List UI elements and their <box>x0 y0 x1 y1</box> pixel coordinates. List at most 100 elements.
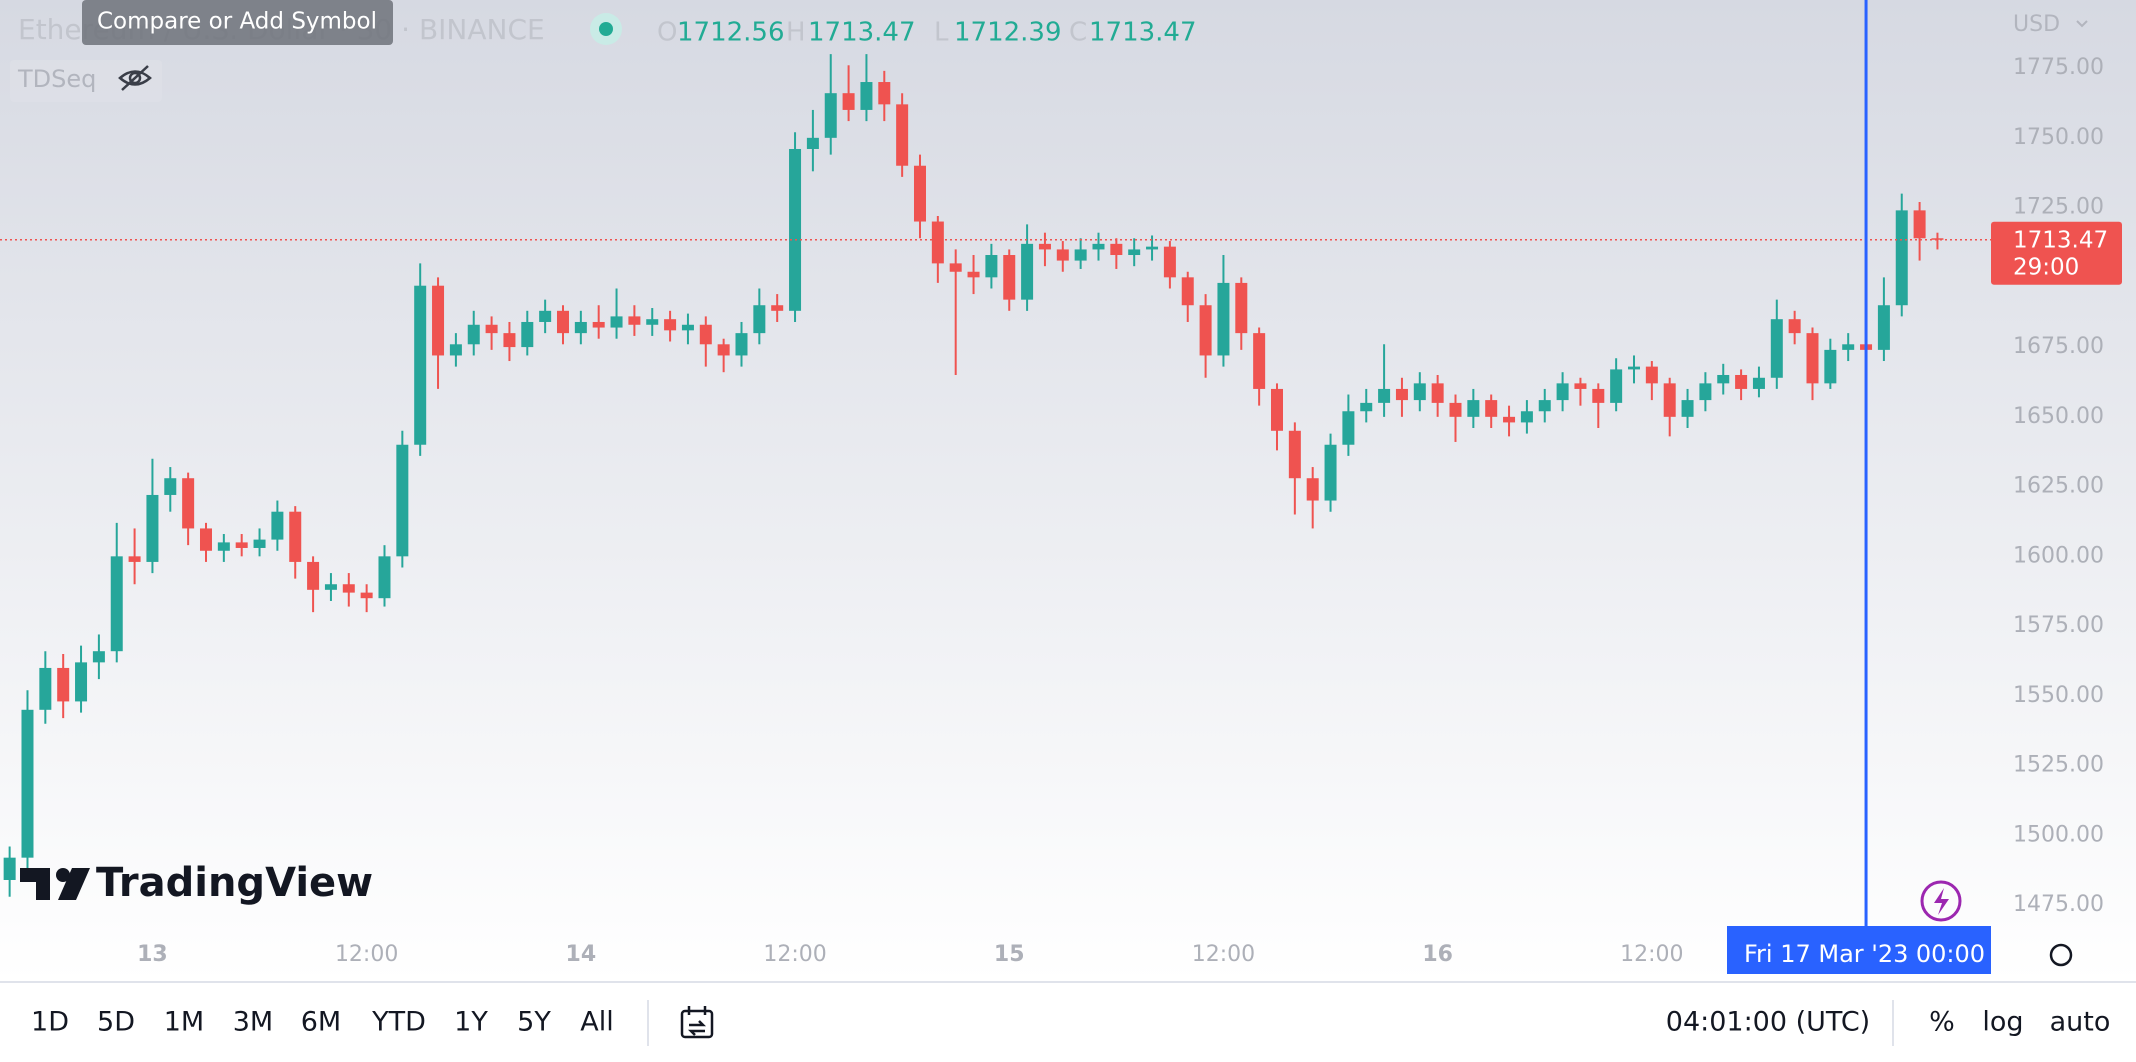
candle-body <box>1056 249 1069 261</box>
candle-body <box>110 556 123 652</box>
candle-body <box>681 324 694 331</box>
crosshair-date: Fri 17 Mar '23 <box>1744 940 1908 968</box>
candle-body <box>717 344 730 356</box>
candle-body <box>931 221 944 264</box>
candle-body <box>1877 305 1890 350</box>
candle-body <box>1824 349 1837 384</box>
ohlc-value: 1713.47 <box>808 18 916 48</box>
x-tick-label: 13 <box>137 942 168 967</box>
candle-body <box>1128 249 1141 256</box>
candle-body <box>1003 255 1016 300</box>
range-button[interactable]: 6M <box>301 1007 341 1038</box>
scale-button[interactable]: log <box>1982 1007 2023 1038</box>
range-button[interactable]: 5D <box>97 1007 135 1038</box>
range-button[interactable]: 5Y <box>517 1007 551 1038</box>
y-tick-label: 1750.00 <box>2013 125 2104 150</box>
candle-body <box>771 305 784 311</box>
candle-body <box>1503 416 1516 423</box>
candle-body <box>806 137 819 149</box>
candle-body <box>1092 243 1105 250</box>
range-button[interactable]: 1D <box>31 1007 69 1038</box>
candle-body <box>574 321 587 334</box>
toolbar <box>0 982 2136 1062</box>
candle-body <box>1752 377 1765 389</box>
x-tick-label: 16 <box>1422 942 1453 967</box>
lightning-icon <box>1934 888 1949 915</box>
candle-body <box>539 310 552 322</box>
candle-body <box>1788 319 1801 334</box>
range-button[interactable]: All <box>580 1007 613 1038</box>
candle-body <box>1520 411 1533 423</box>
last-price-label: 1713.47 <box>2013 227 2108 253</box>
toolbar-buttons: 1D 5D 1M 3M 6M YTD 1Y 5Y All% log auto <box>31 1007 2110 1038</box>
clock[interactable]: 04:01:00 (UTC) <box>1666 1007 1870 1038</box>
y-tick-label: 1575.00 <box>2013 613 2104 638</box>
candle-body <box>57 667 70 702</box>
candle-body <box>1574 383 1587 389</box>
candle-body <box>1235 282 1248 334</box>
scale-button[interactable]: auto <box>2050 1007 2111 1038</box>
candle-body <box>1770 319 1783 378</box>
candle-body <box>1592 388 1605 403</box>
chart-background <box>0 0 2136 982</box>
x-tick-label: 12:00 <box>763 942 826 967</box>
candle-body <box>1288 430 1301 479</box>
candle-body <box>860 82 873 110</box>
settings-icon[interactable] <box>2049 943 2073 967</box>
candle-body <box>164 478 177 495</box>
candle-body <box>1038 243 1051 250</box>
lightning-button[interactable] <box>1920 880 1962 922</box>
currency[interactable]: USD <box>2013 12 2060 37</box>
candle-body <box>1931 238 1944 240</box>
range-button[interactable]: 3M <box>233 1007 273 1038</box>
indicator-box <box>10 60 162 102</box>
candle-body <box>967 271 980 278</box>
indicator-name[interactable]: TDSeq <box>17 65 96 93</box>
candle-body <box>271 511 284 540</box>
y-tick-label: 1550.00 <box>2013 683 2104 708</box>
candle-body <box>1913 210 1926 239</box>
y-tick-label: 1775.00 <box>2013 55 2104 80</box>
candle-body <box>1681 400 1694 417</box>
candle-body <box>699 324 712 345</box>
candle-body <box>253 539 266 548</box>
candle-body <box>324 584 337 590</box>
candle-body <box>146 494 159 562</box>
candle-body <box>1538 400 1551 412</box>
candle-body <box>3 857 16 880</box>
tooltip <box>82 0 393 45</box>
x-tick-label: 15 <box>994 942 1025 967</box>
candle-body <box>1895 210 1908 306</box>
candle-body <box>1199 305 1212 356</box>
y-tick-label: 1625.00 <box>2013 474 2104 499</box>
goto-date-icon[interactable] <box>680 1006 714 1039</box>
candle-body <box>1021 243 1034 300</box>
candle-body <box>467 324 480 345</box>
candle-body <box>1431 383 1444 403</box>
candle-body <box>396 444 409 557</box>
ohlc-value: 1713.47 <box>1089 18 1197 48</box>
plot <box>0 0 1991 933</box>
ohlc-legend: O 1712.56 H 1713.47 L 1712.39 C 1713.47 <box>657 18 1197 48</box>
scale-button[interactable]: % <box>1929 1007 1955 1038</box>
candle-body <box>1627 366 1640 370</box>
ohlc-value: 1712.56 <box>677 18 785 48</box>
candle-body <box>1181 277 1194 306</box>
candle-body <box>1146 246 1159 250</box>
y-tick-label: 1500.00 <box>2013 822 2104 847</box>
ohlc-letter: C <box>1069 18 1087 48</box>
candle-body <box>342 584 355 593</box>
range-button[interactable]: 1Y <box>454 1007 488 1038</box>
candle-body <box>235 542 248 548</box>
candle-body <box>1467 400 1480 417</box>
candle-body <box>878 82 891 105</box>
candle-body <box>1163 246 1176 278</box>
range-button[interactable]: 1M <box>164 1007 204 1038</box>
candle-body <box>378 556 391 599</box>
candle-body <box>1485 400 1498 417</box>
candle-body <box>1324 444 1337 501</box>
eye-off-icon[interactable] <box>118 65 152 91</box>
range-button[interactable]: YTD <box>371 1007 426 1038</box>
